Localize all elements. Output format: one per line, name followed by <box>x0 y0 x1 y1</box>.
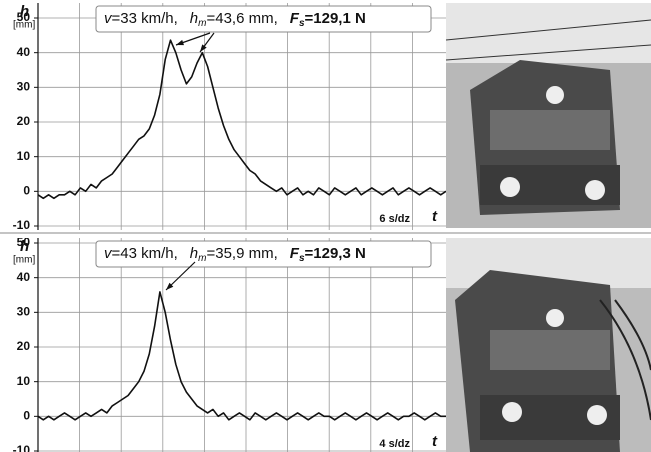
y-tick-label: 50 <box>17 235 31 249</box>
annotation-part: v <box>104 10 113 27</box>
y-tick-label: 50 <box>17 10 31 24</box>
annotation-box <box>95 5 432 33</box>
x-scale-label: 4 s/dz <box>379 438 410 450</box>
y-tick-label: 10 <box>17 374 31 388</box>
annotation-part: m <box>198 18 206 29</box>
arrow-head <box>166 282 174 290</box>
data-line <box>37 291 446 421</box>
x-scale-label: 6 s/dz <box>379 213 410 225</box>
x-axis-label: t <box>432 433 438 450</box>
y-axis-unit: [mm] <box>13 255 35 266</box>
y-tick-label: 10 <box>17 149 31 163</box>
photo-bottom <box>446 238 651 452</box>
x-axis-label: t <box>432 208 438 225</box>
annotation-part: s <box>299 253 305 264</box>
plot: -10 0 10 20 30 40 50 <box>13 3 446 232</box>
y-tick-label: -10 <box>13 218 31 232</box>
annotation-part: =129,3 N <box>305 245 366 262</box>
data-line <box>37 39 446 200</box>
annotation-box <box>95 240 432 268</box>
y-tick-label: 20 <box>17 339 31 353</box>
annotation-part: =129,1 N <box>305 10 366 27</box>
y-tick-label: 30 <box>17 80 31 94</box>
annotation-part: =33 km/h, <box>112 10 178 27</box>
y-axis-unit: [mm] <box>13 20 35 31</box>
arrow-head <box>176 39 184 46</box>
y-tick-label: -10 <box>13 443 31 452</box>
annotation-part: F <box>290 245 300 262</box>
y-tick-label: 30 <box>17 305 31 319</box>
annotation-part: m <box>198 253 206 264</box>
annotation-part: =35,9 mm, <box>206 245 277 262</box>
annotation-part: h <box>190 245 198 262</box>
annotation: v=33 km/h, hm=43,6 mm, Fs=129,1 N <box>104 10 366 29</box>
y-axis-label: h <box>20 3 29 20</box>
y-tick-label: 0 <box>23 409 30 423</box>
y-tick-label: 40 <box>17 45 31 59</box>
annotation-part: v <box>104 245 113 262</box>
annotation-part: =43,6 mm, <box>206 10 277 27</box>
y-tick-label: 40 <box>17 270 31 284</box>
photo-top <box>445 3 651 228</box>
annotation: v=43 km/h, hm=35,9 mm, Fs=129,3 N <box>104 245 366 264</box>
y-tick-label: 0 <box>23 184 30 198</box>
annotation-part: h <box>190 10 198 27</box>
annotation-part: F <box>290 10 300 27</box>
arrow-head <box>200 44 207 52</box>
y-axis-label: h <box>20 238 29 255</box>
annotation-part: s <box>299 18 305 29</box>
annotation-part: =43 km/h, <box>112 245 178 262</box>
y-tick-label: 20 <box>17 114 31 128</box>
